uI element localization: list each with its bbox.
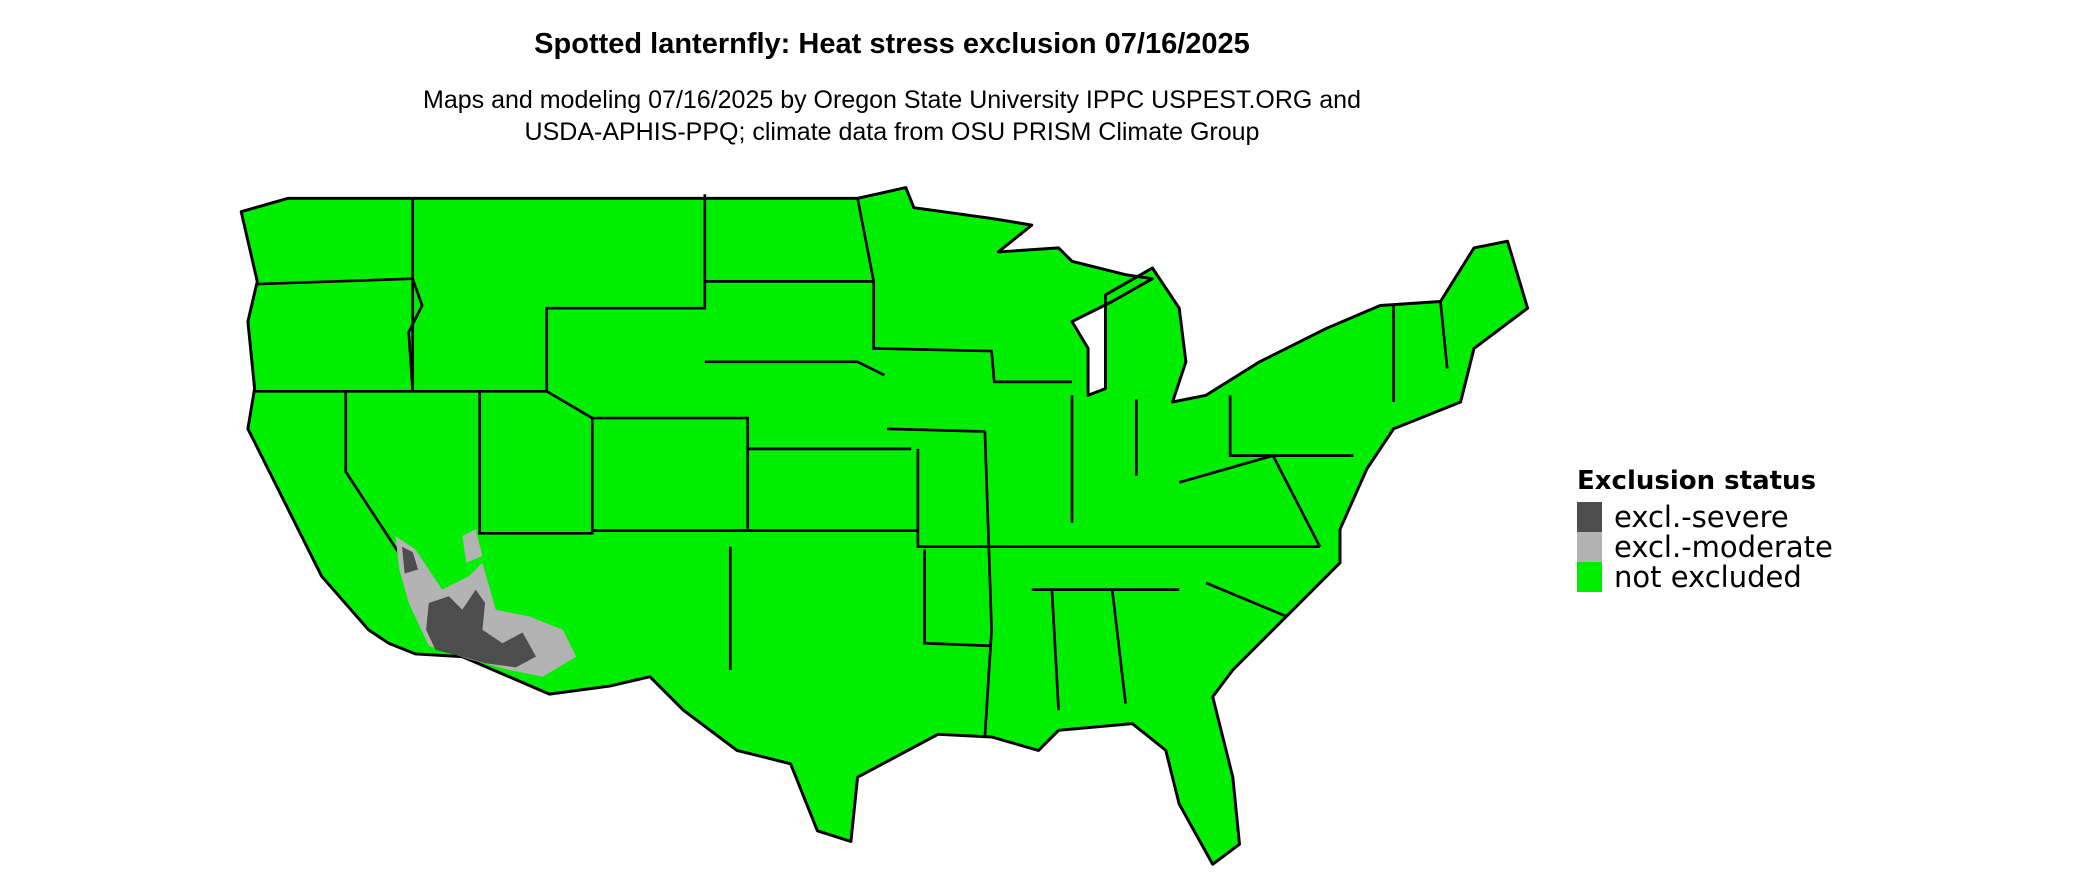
legend-item-not-excluded: not excluded	[1577, 560, 1833, 594]
legend-label: excl.-severe	[1614, 500, 1789, 534]
exclusion-severe-areas	[402, 546, 536, 668]
legend-swatch-not-excluded	[1577, 562, 1602, 592]
legend-swatch-severe	[1577, 502, 1602, 532]
us-outline	[239, 186, 1530, 866]
subtitle-line-2: USDA-APHIS-PPQ; climate data from OSU PR…	[524, 118, 1260, 146]
legend-title: Exclusion status	[1577, 466, 1817, 496]
legend-label: not excluded	[1614, 560, 1802, 594]
legend-label: excl.-moderate	[1614, 530, 1833, 564]
state-borders	[254, 194, 1449, 738]
map-title: Spotted lanternfly: Heat stress exclusio…	[534, 28, 1250, 60]
legend: Exclusion status excl.-severe excl.-mode…	[1577, 466, 1833, 594]
legend-item-severe: excl.-severe	[1577, 500, 1833, 534]
map-subtitle: Maps and modeling 07/16/2025 by Oregon S…	[0, 84, 1784, 148]
legend-swatch-moderate	[1577, 532, 1602, 562]
legend-item-moderate: excl.-moderate	[1577, 530, 1833, 564]
subtitle-line-1: Maps and modeling 07/16/2025 by Oregon S…	[423, 86, 1361, 114]
